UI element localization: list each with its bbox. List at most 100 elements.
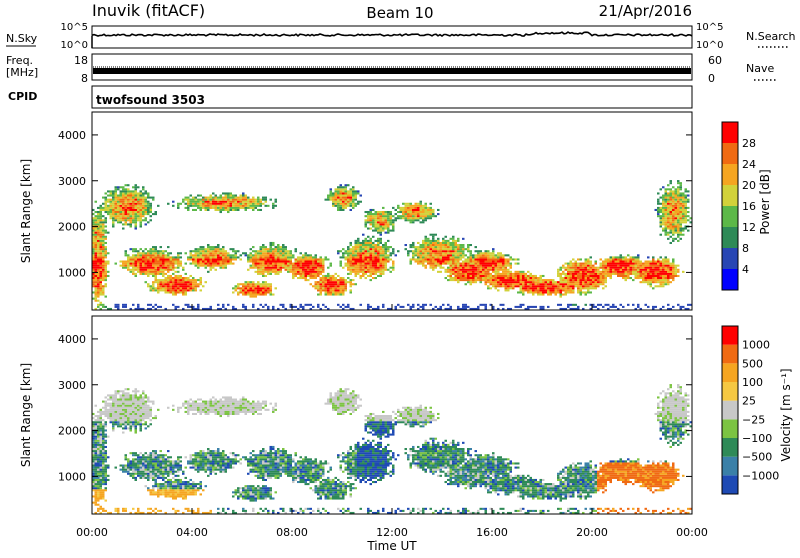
power-cell — [677, 234, 680, 236]
power-cell — [105, 248, 108, 250]
power-cell — [445, 269, 448, 271]
power-cell — [262, 289, 265, 291]
power-cell — [112, 199, 115, 201]
power-cell — [325, 283, 328, 285]
power-cell — [245, 294, 248, 296]
power-cell — [157, 273, 160, 275]
power-cell — [252, 285, 255, 287]
power-cell — [200, 277, 203, 279]
power-cell — [595, 279, 598, 281]
power-cell — [225, 256, 228, 258]
power-cell — [135, 215, 138, 217]
power-cell — [292, 267, 295, 269]
power-cell — [452, 267, 455, 269]
power-cell — [410, 213, 413, 215]
power-cell — [675, 188, 678, 190]
power-cell — [192, 263, 195, 265]
power-cell — [135, 209, 138, 211]
power-cell — [470, 279, 473, 281]
power-cell — [672, 213, 675, 215]
power-cell — [520, 287, 523, 289]
power-cell — [262, 258, 265, 260]
power-cell — [607, 273, 610, 275]
power-cell — [192, 201, 195, 203]
power-cell — [442, 240, 445, 242]
power-cell — [642, 275, 645, 277]
power-cell — [195, 258, 198, 260]
power-cell — [265, 250, 268, 252]
power-cell — [100, 215, 103, 217]
power-cell — [397, 217, 400, 219]
power-cell — [437, 240, 440, 242]
power-cell — [657, 215, 660, 217]
power-cell — [295, 250, 298, 252]
power-cell — [462, 304, 465, 306]
power-cell — [215, 201, 218, 203]
power-cell — [372, 213, 375, 215]
power-cell — [225, 205, 228, 207]
power-cell — [620, 258, 623, 260]
power-cell — [320, 261, 323, 263]
power-cell — [337, 279, 340, 281]
power-cell — [467, 256, 470, 258]
power-cell — [265, 294, 268, 296]
power-cell — [182, 285, 185, 287]
power-cell — [665, 275, 668, 277]
power-cell — [387, 246, 390, 248]
power-cell — [217, 244, 220, 246]
power-cell — [207, 248, 210, 250]
power-cell — [450, 248, 453, 250]
power-cell — [352, 248, 355, 250]
power-cell — [677, 195, 680, 197]
power-cell — [507, 277, 510, 279]
power-cell — [347, 277, 350, 279]
power-cell — [437, 238, 440, 240]
power-cell — [655, 281, 658, 283]
power-cell — [140, 221, 143, 223]
power-cell — [660, 219, 663, 221]
power-cell — [202, 250, 205, 252]
power-cell — [490, 279, 493, 281]
power-cell — [400, 207, 403, 209]
power-cell — [140, 269, 143, 271]
power-cell — [462, 248, 465, 250]
power-cell — [592, 267, 595, 269]
power-cell — [582, 267, 585, 269]
velocity-cell — [102, 489, 105, 491]
power-cell — [145, 213, 148, 215]
power-cell — [155, 261, 158, 263]
power-cell — [125, 199, 128, 201]
power-cell — [140, 219, 143, 221]
power-cell — [205, 263, 208, 265]
power-cell — [537, 287, 540, 289]
power-cell — [142, 252, 145, 254]
power-cell — [355, 267, 358, 269]
power-cell — [632, 258, 635, 260]
power-cell — [325, 291, 328, 293]
power-cell — [527, 306, 530, 308]
y-tick-label: 1000 — [58, 266, 86, 279]
power-cell — [672, 223, 675, 225]
power-cell — [220, 250, 223, 252]
power-cell — [452, 273, 455, 275]
power-cell — [620, 304, 623, 306]
power-cell — [422, 250, 425, 252]
power-cell — [180, 261, 183, 263]
power-cell — [650, 279, 653, 281]
power-cell — [375, 256, 378, 258]
power-cell — [185, 203, 188, 205]
power-cell — [670, 277, 673, 279]
power-cell — [515, 273, 518, 275]
power-cell — [357, 263, 360, 265]
power-cell — [675, 228, 678, 230]
power-cell — [235, 199, 238, 201]
power-cell — [235, 201, 238, 203]
power-cell — [365, 258, 368, 260]
power-cell — [155, 248, 158, 250]
power-cell — [302, 258, 305, 260]
power-cell — [257, 285, 260, 287]
power-cell — [682, 230, 685, 232]
power-cell — [662, 265, 665, 267]
power-cell — [342, 267, 345, 269]
power-cell — [602, 277, 605, 279]
